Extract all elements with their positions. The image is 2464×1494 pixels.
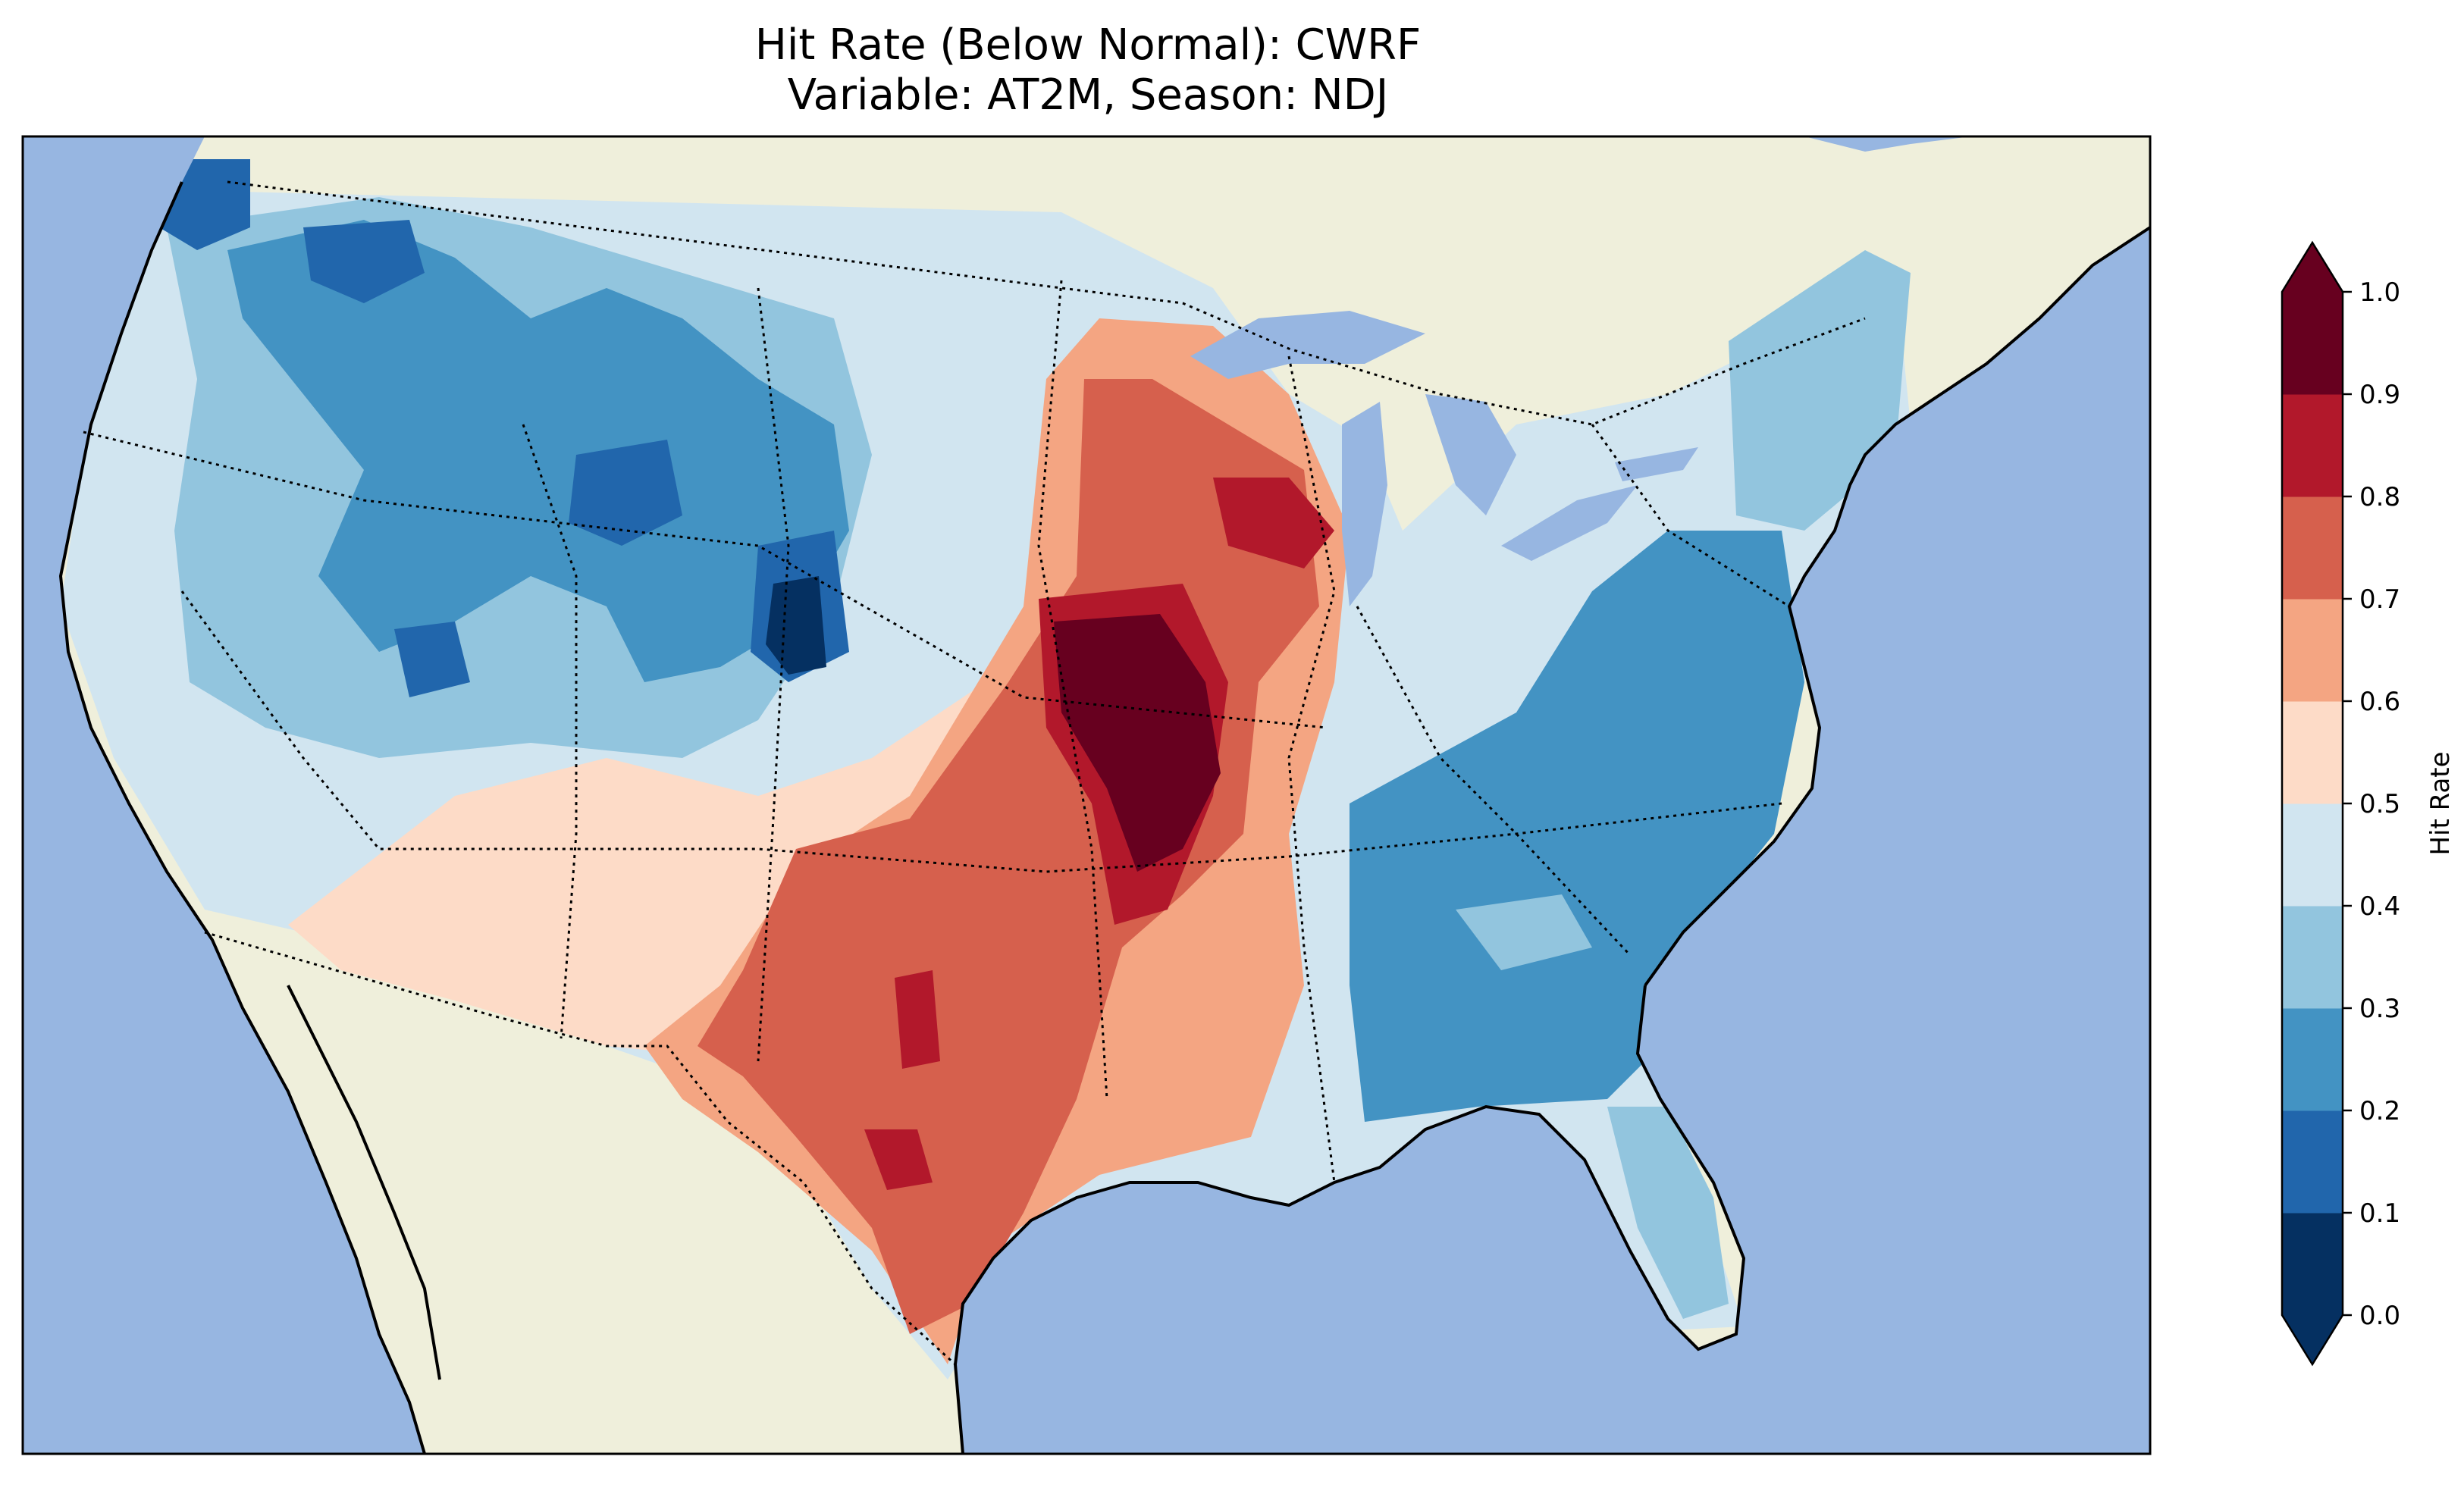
colorbar-tick-label: 1.0 — [2359, 277, 2400, 308]
colorbar-bin — [2282, 803, 2343, 907]
field-wyoming-dark — [569, 440, 682, 546]
colorbar-tick-label: 0.8 — [2359, 482, 2400, 512]
chart-title-line-2: Variable: AT2M, Season: NDJ — [787, 70, 1389, 120]
state-border-mississippi — [1287, 355, 1336, 1183]
state-border-ne — [1591, 424, 1790, 608]
field-wisconsin-red — [1213, 478, 1334, 568]
lake-huron — [1425, 394, 1516, 515]
colorbar-extend-max — [2282, 243, 2343, 292]
colorbar-tick-label: 0.2 — [2359, 1096, 2400, 1126]
colorbar-tick-label: 0.0 — [2359, 1301, 2400, 1331]
chart-title-line-1: Hit Rate (Below Normal): CWRF — [754, 20, 1422, 70]
colorbar-tick-label: 0.4 — [2359, 891, 2400, 922]
field-missouri-core — [1054, 614, 1221, 872]
colorbar-tick-label: 0.9 — [2359, 380, 2400, 410]
colorbar-tick-label: 0.1 — [2359, 1198, 2400, 1229]
baja-coastline — [287, 985, 441, 1380]
lake-ontario — [1615, 447, 1698, 481]
field-idaho-dark — [303, 220, 425, 303]
colorbar-bin — [2282, 701, 2343, 804]
west-coastline — [58, 181, 426, 1454]
colorbar-extend-min — [2282, 1315, 2343, 1364]
field-nevada-dark — [394, 622, 470, 697]
field-rockies-blue — [227, 220, 849, 682]
lake-erie — [1501, 485, 1638, 561]
colorbar-bin — [2282, 292, 2343, 395]
colorbar-tick-label: 0.5 — [2359, 789, 2400, 819]
lake-michigan — [1342, 402, 1387, 606]
colorbar-bin — [2282, 394, 2343, 497]
colorbar-label: Hit Rate — [2425, 751, 2456, 855]
colorbar-tick-label: 0.7 — [2359, 584, 2400, 615]
state-borders — [83, 180, 1866, 1366]
colorbar-bin — [2282, 1213, 2343, 1316]
state-border-central — [522, 424, 578, 1039]
state-border-plains — [1037, 280, 1108, 1100]
lake-superior — [1190, 311, 1425, 379]
state-border-west-2 — [180, 590, 1782, 873]
state-border-west-1 — [83, 431, 1328, 729]
lakes — [1190, 311, 1698, 606]
colorbar-ticks: 0.0 0.1 0.2 0.3 0.4 0.5 0.6 0.7 0.8 0.9 1.0 — [2343, 277, 2400, 1331]
colorbar-bin — [2282, 496, 2343, 600]
coastlines — [58, 181, 2150, 1454]
mexico-border — [204, 931, 957, 1366]
gulf-coastline — [953, 985, 1746, 1454]
colorbar-bin — [2282, 1110, 2343, 1214]
state-border-rockies — [757, 287, 790, 1062]
colorbar-bins — [2282, 292, 2343, 1316]
field-florida-light — [1607, 1107, 1729, 1319]
field-appalachia-light — [1456, 894, 1592, 970]
hit-rate-field — [61, 159, 1911, 1380]
map-frame — [21, 135, 2152, 1455]
east-coastline — [1644, 226, 2150, 987]
colorbar-bin — [2282, 906, 2343, 1009]
colorbar-bin — [2282, 1008, 2343, 1111]
colorbar-bin — [2282, 599, 2343, 702]
field-oklahoma-red — [895, 970, 940, 1069]
colorbar-tick-label: 0.6 — [2359, 687, 2400, 717]
colorbar-tick-label: 0.3 — [2359, 994, 2400, 1024]
field-colorado-core — [766, 576, 826, 675]
field-texas-red — [864, 1129, 933, 1190]
